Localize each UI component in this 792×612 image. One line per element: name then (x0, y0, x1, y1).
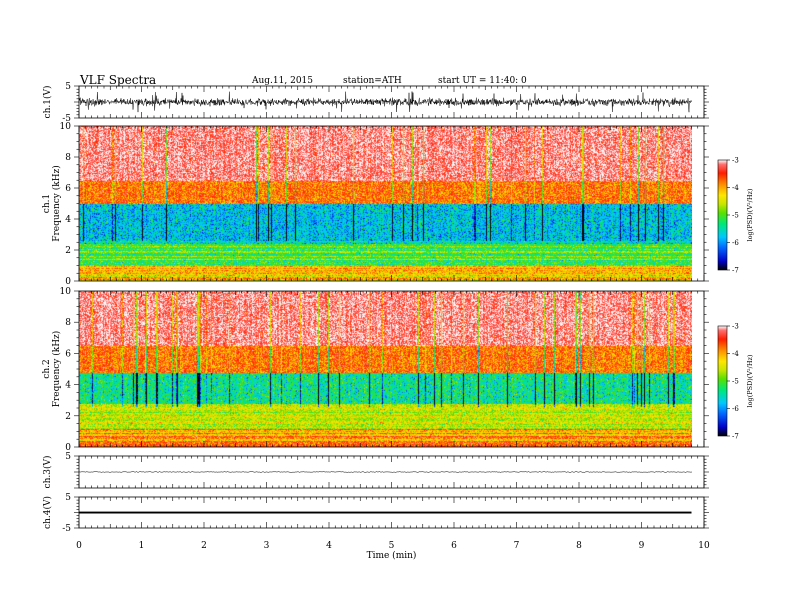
colorbar-1-tick-label: -5 (732, 212, 739, 220)
xtick-label: 6 (451, 541, 457, 551)
ch2-spectrogram-frequency-label: Frequency (kHz) (51, 331, 62, 408)
ch1-spectrogram-ytick-label: 4 (65, 215, 71, 225)
ch1-waveform-ylabel: ch.1(V) (42, 86, 53, 119)
ch2-spectrogram-ytick-label: 8 (65, 318, 71, 328)
ch2-spectrogram-ytick-label: 10 (60, 287, 72, 297)
ch4-waveform-ytick-label: 5 (65, 493, 71, 503)
ch1-spectrogram-image (79, 126, 692, 281)
colorbar-2-tick-label: -6 (732, 405, 739, 413)
ch2-spectrogram-ytick-label: 4 (65, 381, 71, 391)
ch2-spectrogram-ytick-label: 2 (65, 412, 71, 422)
ch1-spectrogram-frequency-label: Frequency (kHz) (51, 165, 62, 242)
xtick-label: 9 (639, 541, 645, 551)
xtick-label: 7 (514, 541, 520, 551)
colorbar-2-label: log(PSD)(V²/Hz) (746, 354, 754, 407)
colorbar-2 (717, 325, 728, 437)
ch2-spectrogram-ytick-label: 0 (65, 443, 71, 453)
colorbar-1-tick-label: -4 (732, 184, 739, 192)
colorbar-1-tick-label: -3 (732, 157, 739, 165)
colorbar-1-tick-label: -7 (732, 267, 739, 275)
ch2-spectrogram-ytick-label: 6 (65, 349, 71, 359)
station-label: station=ATH (343, 76, 402, 86)
ch1-spectrogram-ytick-label: 2 (65, 246, 71, 256)
ch2-spectrogram-ylabel: ch.2 (42, 359, 52, 378)
ch1-spectrogram-ytick-label: 8 (65, 153, 71, 163)
xtick-label: 2 (201, 541, 207, 551)
ch1-spectrogram-ytick-label: 0 (65, 277, 71, 287)
ch3-waveform-trace (78, 471, 693, 473)
ch4-waveform-trace (79, 511, 692, 514)
xtick-label: 3 (264, 541, 270, 551)
xtick-label: 5 (389, 541, 395, 551)
ch1-waveform-ytick-label: -5 (62, 114, 71, 124)
xtick-label: 10 (698, 541, 710, 551)
colorbar-2-tick-label: -3 (732, 323, 739, 331)
colorbar-2-tick-label: -7 (732, 433, 739, 441)
ch4-waveform-ytick-label: -5 (62, 524, 71, 534)
date-label: Aug.11, 2015 (252, 76, 313, 86)
chart-title: VLF Spectra (80, 73, 157, 87)
colorbar-1-tick-label: -6 (732, 239, 739, 247)
xaxis-label: Time (min) (367, 550, 417, 561)
start-time-label: start UT = 11:40: 0 (438, 76, 527, 86)
colorbar-1-label: log(PSD)(V²/Hz) (746, 188, 754, 241)
colorbar-2-tick-label: -4 (732, 350, 739, 358)
ch1-spectrogram-ytick-label: 10 (60, 122, 72, 132)
ch1-waveform-ytick-label: 5 (65, 82, 71, 92)
ch3-waveform-ytick-label: 5 (65, 452, 71, 462)
colorbar-2-tick-label: -5 (732, 378, 739, 386)
xtick-label: 0 (76, 541, 82, 551)
xtick-label: 1 (139, 541, 145, 551)
ch1-waveform-trace (78, 91, 692, 113)
ch4-waveform-ylabel: ch.4(V) (42, 496, 53, 529)
xtick-label: 4 (326, 541, 332, 551)
ch1-spectrogram-ytick-label: 6 (65, 184, 71, 194)
xtick-label: 8 (576, 541, 582, 551)
colorbar-1 (717, 159, 728, 271)
ch1-spectrogram-ylabel: ch.1 (42, 194, 52, 213)
ch3-waveform-ylabel: ch.3(V) (42, 456, 53, 489)
ch2-spectrogram-image (79, 291, 692, 447)
